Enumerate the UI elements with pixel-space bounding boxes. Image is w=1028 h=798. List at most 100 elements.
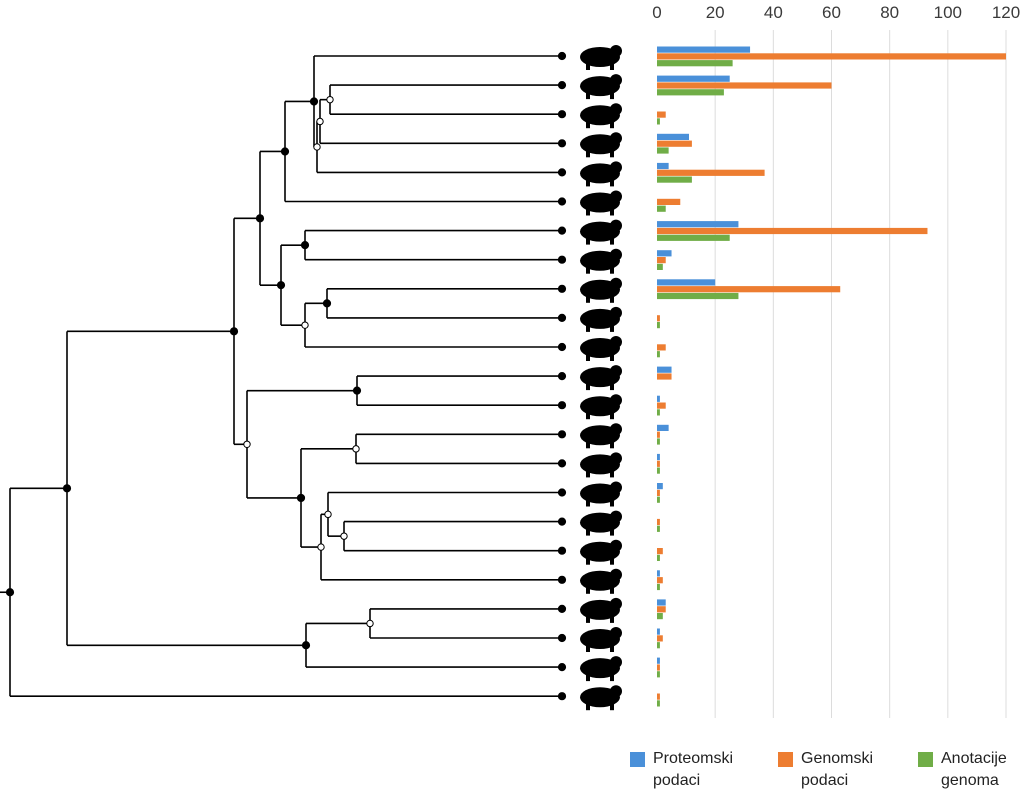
bar-genomic-pangolin (657, 111, 666, 118)
opossum-icon (580, 627, 622, 652)
tree-node-filled (557, 255, 567, 264)
lemur-icon-leg (610, 323, 614, 332)
bar-proteomic-elephant (657, 424, 669, 431)
tree-node-filled (557, 168, 567, 177)
tree-node-filled (557, 51, 567, 61)
tree-node-filled (557, 401, 567, 410)
bar-genomic-rabbit (657, 257, 666, 264)
bar-genomic-tree-shrew (657, 344, 666, 351)
tree-shrew-icon-head (610, 336, 622, 348)
animal-silhouettes (580, 45, 622, 711)
bar-proteomic-manatee (657, 453, 660, 461)
rabbit-icon-leg (586, 265, 590, 274)
tree-node-open (352, 445, 360, 453)
bar-annotation-kangaroo (657, 613, 663, 620)
tree-node-open (316, 117, 324, 126)
pangolin-icon-leg (610, 120, 614, 129)
bar-annotation-small-marsupial (657, 671, 660, 678)
hedgehog-icon-head (610, 190, 622, 203)
monkey-icon-leg (610, 294, 614, 303)
tree-shrew-icon (580, 336, 622, 361)
bar-annotation-tenrec (657, 496, 660, 503)
x-tick-label-40: 40 (764, 3, 783, 22)
tenrec-icon-leg (586, 498, 590, 507)
tenrec-icon (580, 481, 622, 507)
bar-annotation-platypus (657, 700, 660, 707)
pangolin-icon-head (610, 103, 622, 116)
tree-node-filled (557, 197, 567, 206)
cow-icon (580, 45, 622, 70)
bar-genomic-small-marsupial (657, 664, 660, 671)
tree-node-filled (557, 284, 567, 293)
bar-genomic-elephant-shrew (657, 518, 660, 526)
bar-genomic-lemur (657, 315, 660, 322)
bat-icon (580, 161, 622, 187)
bar-annotation-armadillo (657, 409, 660, 416)
platypus-icon-leg (610, 702, 614, 711)
aardvark-icon (580, 568, 622, 594)
manatee-icon-leg (610, 469, 614, 478)
marsupial-icon (580, 656, 622, 682)
kangaroo-icon-leg (610, 614, 614, 623)
bar-proteomic-rabbit (657, 250, 672, 257)
golden-mole-icon-leg (586, 556, 590, 565)
bar-annotation-opossum (657, 642, 660, 649)
legend-label-annotation: Anotacije genoma (941, 750, 1007, 789)
legend-label-proteomic: Proteomski podaci (653, 750, 734, 789)
elephant-icon-leg (586, 440, 590, 449)
bar-genomic-tenrec (657, 489, 660, 496)
armadillo-icon (580, 394, 622, 420)
bar-genomic-platypus (657, 693, 660, 700)
legend-swatch-proteomic (630, 752, 645, 767)
elephant-shrew-icon-leg (586, 527, 590, 536)
monkey-icon-head (610, 277, 622, 290)
bar-annotation-hedgehog (657, 205, 666, 212)
tree-node-filled (352, 386, 362, 395)
bar-genomic-horse (657, 140, 692, 147)
bear-icon-leg (610, 91, 614, 100)
legend-item-genomic: Genomski podaci (778, 748, 873, 792)
bar-annotation-horse (657, 147, 669, 154)
bars (657, 46, 1006, 707)
bar-proteomic-armadillo (657, 395, 660, 402)
bar-genomic-hedgehog (657, 198, 681, 205)
legend-item-proteomic: Proteomski podaci (630, 748, 733, 792)
bar-annotation-bear (657, 89, 724, 96)
armadillo-icon-leg (610, 411, 614, 420)
tree-node-open (301, 321, 309, 329)
aardvark-icon-leg (610, 585, 614, 594)
bar-genomic-armadillo (657, 402, 666, 409)
aardvark-icon-head (610, 568, 622, 581)
bar-genomic-anteater (657, 373, 672, 380)
tree-node-filled (557, 139, 567, 148)
x-tick-label-80: 80 (880, 3, 899, 22)
platypus-icon (580, 685, 622, 711)
kangaroo-icon-head (610, 597, 622, 610)
bat-icon-leg (586, 178, 590, 187)
kangaroo-icon-leg (586, 614, 590, 623)
bar-proteomic-opossum (657, 628, 660, 635)
anteater-icon-leg (610, 382, 614, 391)
rat-icon-head (610, 219, 622, 232)
manatee-icon-head (610, 452, 622, 465)
lemur-icon-leg (586, 323, 590, 332)
elephant-icon-head (610, 423, 622, 436)
phylogenetic-tree (0, 51, 567, 701)
lemur-icon-head (610, 306, 622, 319)
bar-proteomic-cow (657, 46, 751, 53)
tree-node-filled (557, 692, 567, 701)
bar-annotation-elephant-shrew (657, 525, 660, 532)
anteater-icon (580, 365, 622, 391)
x-tick-label-20: 20 (706, 3, 725, 22)
tree-node-filled (557, 110, 567, 119)
kangaroo-icon (580, 597, 622, 623)
x-tick-label-100: 100 (934, 3, 962, 22)
tree-node-filled (309, 97, 319, 106)
bar-annotation-tree-shrew (657, 351, 660, 358)
x-tick-label-0: 0 (652, 3, 661, 22)
anteater-icon-head (610, 365, 622, 378)
bar-annotation-lemur (657, 322, 660, 329)
bar-genomic-bat (657, 169, 765, 176)
tree-node-filled (276, 281, 286, 290)
tree-node-filled (62, 484, 72, 493)
